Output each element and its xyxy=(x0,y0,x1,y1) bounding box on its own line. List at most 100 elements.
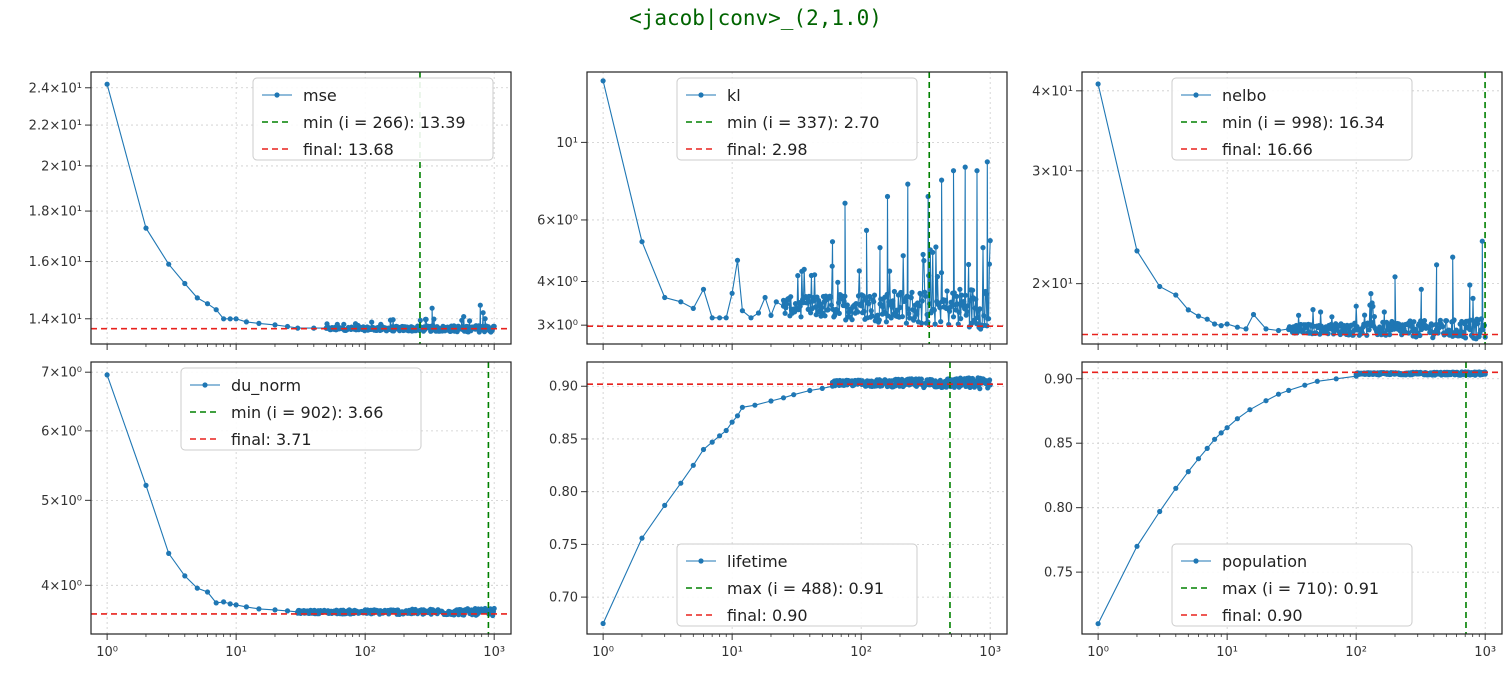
series-marker xyxy=(987,377,993,383)
axes-frame xyxy=(586,71,1008,345)
legend-marker xyxy=(698,558,704,564)
x-tick-label: 10² xyxy=(1345,645,1367,660)
series-marker xyxy=(600,620,606,627)
series-marker xyxy=(958,292,965,298)
series-marker xyxy=(768,398,774,404)
series-marker xyxy=(924,312,930,318)
series-marker xyxy=(899,290,905,296)
series-marker xyxy=(822,313,828,319)
series-marker xyxy=(906,311,912,317)
series-marker xyxy=(984,159,990,165)
legend-marker xyxy=(1193,558,1199,564)
series-marker xyxy=(143,482,149,488)
series-marker xyxy=(876,317,882,323)
subplot-du_norm: 10⁰ 10¹ 10² 10³ 4×10⁰ 5×10⁰ 6×10⁰ 7×10⁰ du_normm… xyxy=(41,361,512,660)
y-tick-label: 4×10⁰ xyxy=(41,579,82,594)
series-marker xyxy=(931,307,937,313)
series-marker xyxy=(829,263,835,269)
axes-frame xyxy=(586,361,1008,635)
series-marker xyxy=(690,305,696,311)
y-tick-label: 0.75 xyxy=(549,538,578,553)
series-marker xyxy=(868,308,874,314)
y-tick-label: 2×10¹ xyxy=(41,159,82,174)
series-marker xyxy=(1157,508,1163,515)
series-marker xyxy=(662,502,668,508)
series-marker xyxy=(221,599,227,605)
series-marker xyxy=(782,310,788,316)
series-marker xyxy=(1451,317,1457,323)
series-marker xyxy=(467,318,473,324)
series-marker xyxy=(792,309,798,315)
series-marker xyxy=(950,168,957,174)
legend-label-series: mse xyxy=(303,86,337,105)
series-marker xyxy=(828,302,835,308)
series-marker xyxy=(808,310,814,316)
series-marker xyxy=(844,302,850,308)
series-marker xyxy=(700,286,707,292)
legend-marker xyxy=(698,92,704,98)
series-marker xyxy=(908,295,914,301)
subplot-population: 10⁰ 10¹ 10² 10³ 0.75 0.80 0.85 0.90 population ma… xyxy=(1044,361,1503,660)
series-marker xyxy=(987,238,993,244)
series-marker xyxy=(1195,456,1202,462)
x-tick-label: 10⁰ xyxy=(592,645,614,660)
legend-label-series: population xyxy=(1222,552,1307,571)
series-marker xyxy=(1218,323,1224,329)
series-marker xyxy=(974,168,980,174)
series-marker xyxy=(956,309,962,315)
series-marker xyxy=(1328,321,1334,328)
series-marker xyxy=(690,462,696,468)
series-marker xyxy=(461,314,467,320)
series-kl xyxy=(600,78,993,332)
series-marker xyxy=(877,245,883,251)
legend-label-final: final: 0.90 xyxy=(727,606,808,625)
series-marker xyxy=(918,376,925,382)
series-marker xyxy=(755,310,762,316)
series-marker xyxy=(104,81,110,87)
series-marker xyxy=(256,320,262,326)
series-marker xyxy=(477,302,483,308)
subplot-mse: 1.4×10¹ 1.6×10¹ 1.8×10¹ 2×10¹ 2.2×10¹ 2.4×10¹… xyxy=(29,71,512,350)
series-marker xyxy=(639,535,645,541)
series-marker xyxy=(897,304,903,311)
series-marker xyxy=(1134,248,1140,254)
series-marker xyxy=(938,319,944,325)
axes-frame xyxy=(90,361,512,635)
series-marker xyxy=(1275,391,1282,397)
y-tick-label: 0.85 xyxy=(1044,437,1073,452)
legend-label-final: final: 13.68 xyxy=(303,140,394,159)
series-marker xyxy=(709,315,715,321)
y-tick-label: 1.8×10¹ xyxy=(29,205,82,220)
series-marker xyxy=(431,316,437,322)
series-marker xyxy=(284,608,291,614)
series-marker xyxy=(842,293,848,299)
series-marker xyxy=(734,257,741,263)
series-marker xyxy=(1325,331,1331,337)
series-marker xyxy=(1250,311,1257,318)
x-tick-label: 10⁰ xyxy=(1087,645,1109,660)
series-marker xyxy=(1234,324,1240,330)
y-tick-label: 0.80 xyxy=(549,485,578,500)
series-marker xyxy=(1212,436,1218,442)
series-mse xyxy=(104,81,497,335)
series-marker xyxy=(884,291,890,297)
series-marker xyxy=(213,307,219,313)
y-tick-label: 2.4×10¹ xyxy=(29,81,82,96)
series-marker xyxy=(1224,321,1230,327)
x-tick-label: 10² xyxy=(850,645,872,660)
axes-frame xyxy=(90,71,512,345)
series-marker xyxy=(922,293,929,299)
series-marker xyxy=(729,290,735,296)
x-tick-label: 10¹ xyxy=(1216,645,1238,660)
series-marker xyxy=(1173,292,1179,298)
legend-box xyxy=(1171,77,1413,161)
series-marker xyxy=(944,288,950,294)
legend: nelbo min (i = 998): 16.34 final: 16.66 xyxy=(1171,77,1413,161)
y-tick-label: 5×10⁰ xyxy=(41,494,82,509)
series-marker xyxy=(1195,313,1202,319)
series-marker xyxy=(861,308,867,314)
y-tick-label: 0.75 xyxy=(1044,566,1073,581)
series-marker xyxy=(819,385,825,391)
series-marker xyxy=(272,607,278,613)
series-marker xyxy=(1243,326,1249,332)
